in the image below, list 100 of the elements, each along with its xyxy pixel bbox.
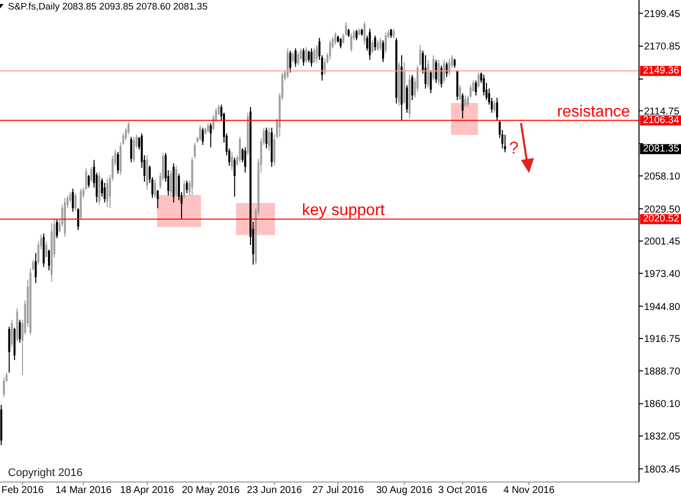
candlestick	[74, 192, 77, 212]
candlestick	[156, 189, 159, 209]
candlestick	[170, 170, 172, 196]
candlestick	[493, 100, 496, 114]
candlestick	[10, 319, 13, 348]
candlestick	[356, 29, 358, 41]
candlestick	[430, 70, 432, 94]
candlestick	[406, 84, 408, 114]
candlestick	[207, 122, 210, 133]
text: 2081.35	[643, 144, 680, 155]
candlestick	[72, 188, 74, 212]
y-tick-label: 1916.75	[644, 334, 681, 346]
candlestick	[438, 59, 440, 86]
candlestick	[244, 146, 246, 174]
candlestick	[268, 127, 270, 152]
candlestick	[310, 48, 312, 68]
chart-title: S&P.fs,Daily 2083.85 2093.85 2078.60 2081.35	[8, 2, 208, 12]
candlestick	[2, 376, 5, 398]
candlestick	[186, 180, 188, 194]
candlestick	[462, 92, 464, 119]
candlestick	[435, 59, 438, 84]
candlestick	[302, 48, 305, 66]
candlestick	[482, 74, 485, 96]
candlestick	[496, 97, 498, 122]
candlestick	[116, 151, 119, 174]
y-tick-label: 2170.85	[644, 42, 681, 53]
candlestick	[316, 44, 318, 64]
candlestick	[464, 94, 466, 108]
candlestick	[183, 180, 186, 198]
candlestick	[448, 58, 450, 76]
candlestick	[366, 35, 368, 52]
x-tick-label: 30 Aug 2016	[376, 485, 433, 496]
candlestick	[77, 208, 80, 231]
y-tick-label: 1888.70	[644, 366, 681, 378]
candlestick	[294, 48, 297, 68]
candlestick	[411, 74, 414, 101]
x-tick-label: 18 Apr 2016	[120, 485, 175, 496]
candlestick	[440, 65, 442, 88]
candlestick	[56, 219, 58, 239]
candlestick	[8, 326, 10, 374]
candlestick	[364, 21, 366, 46]
candlestick	[371, 40, 374, 54]
x-tick-label: 27 Jul 2016	[312, 485, 364, 496]
annotation: ?	[509, 138, 519, 158]
candlestick	[234, 157, 236, 198]
y-tick-label: 1973.40	[644, 268, 681, 280]
candlestick	[210, 122, 212, 148]
text: 2020.52	[643, 214, 680, 225]
candlestick	[427, 59, 430, 88]
candlestick	[458, 84, 461, 101]
candlestick	[384, 32, 387, 54]
candlestick	[265, 127, 268, 149]
ref-line-label: resistance	[557, 103, 630, 120]
text: 2149.36	[643, 65, 680, 76]
x-tick-label: 23 Jun 2016	[246, 485, 302, 496]
candlestick	[329, 40, 332, 60]
y-tick-label: 2029.50	[644, 204, 681, 216]
x-tick-label: 20 May 2016	[182, 485, 240, 496]
candlestick	[88, 174, 90, 188]
y-tick-label: 2114.75	[644, 106, 680, 118]
y-tick-label: 2199.45	[644, 8, 681, 20]
candlestick	[106, 178, 108, 208]
y-tick-label: 1803.45	[644, 464, 681, 476]
candlestick	[104, 182, 106, 203]
y-tick-label: 2058.10	[644, 171, 681, 182]
candlestick	[368, 28, 371, 60]
candlestick	[478, 72, 480, 88]
candlestick	[390, 28, 392, 38]
candlestick	[376, 40, 379, 52]
y-tick-label: 2001.45	[644, 236, 681, 248]
candlestick	[292, 51, 294, 63]
candlestick	[199, 124, 202, 141]
y-tick-label: 1860.10	[644, 399, 681, 410]
candlestick	[334, 32, 336, 46]
candlestick	[443, 59, 446, 84]
candlestick	[308, 50, 310, 63]
candlestick	[90, 166, 92, 182]
candlestick	[289, 50, 292, 73]
candlestick	[45, 241, 48, 258]
candlestick	[154, 178, 156, 198]
candlestick	[18, 319, 21, 344]
candlestick	[432, 54, 434, 82]
y-tick-label: 1832.05	[644, 431, 681, 442]
candlestick	[48, 249, 50, 271]
candlestick	[382, 40, 384, 63]
candlestick	[34, 252, 37, 284]
candlestick	[194, 142, 196, 160]
candlestick	[305, 46, 308, 64]
candlestick	[454, 58, 456, 68]
candlestick	[238, 136, 241, 163]
candlestick	[392, 28, 395, 38]
candlestick	[374, 35, 376, 52]
x-tick-label: 4 Nov 2016	[503, 485, 555, 496]
candlestick	[340, 37, 342, 49]
candlestick	[379, 37, 382, 52]
candlestick	[230, 151, 233, 171]
x-tick-label: 3 Oct 2016	[438, 485, 488, 496]
annotation: Copyright 2016	[8, 467, 83, 479]
candlestick	[132, 136, 135, 163]
candlestick	[419, 44, 422, 66]
